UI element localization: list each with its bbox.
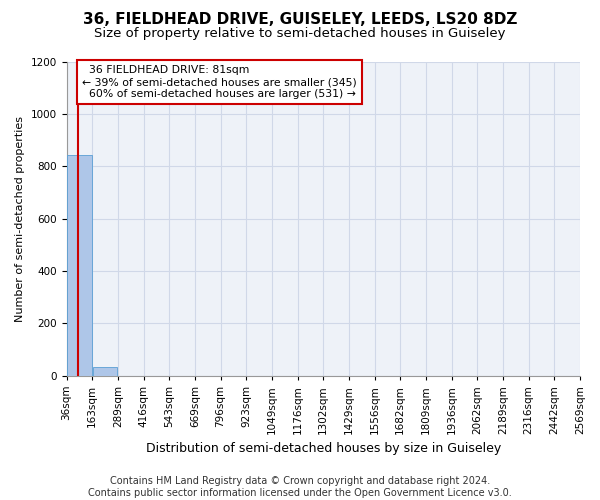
X-axis label: Distribution of semi-detached houses by size in Guiseley: Distribution of semi-detached houses by …: [146, 442, 501, 455]
Bar: [92, 366, 118, 376]
Text: 36 FIELDHEAD DRIVE: 81sqm
← 39% of semi-detached houses are smaller (345)
  60% : 36 FIELDHEAD DRIVE: 81sqm ← 39% of semi-…: [82, 66, 356, 98]
Text: 36, FIELDHEAD DRIVE, GUISELEY, LEEDS, LS20 8DZ: 36, FIELDHEAD DRIVE, GUISELEY, LEEDS, LS…: [83, 12, 517, 28]
Text: Contains HM Land Registry data © Crown copyright and database right 2024.
Contai: Contains HM Land Registry data © Crown c…: [88, 476, 512, 498]
Bar: [67, 154, 92, 376]
Y-axis label: Number of semi-detached properties: Number of semi-detached properties: [15, 116, 25, 322]
Text: Size of property relative to semi-detached houses in Guiseley: Size of property relative to semi-detach…: [94, 28, 506, 40]
